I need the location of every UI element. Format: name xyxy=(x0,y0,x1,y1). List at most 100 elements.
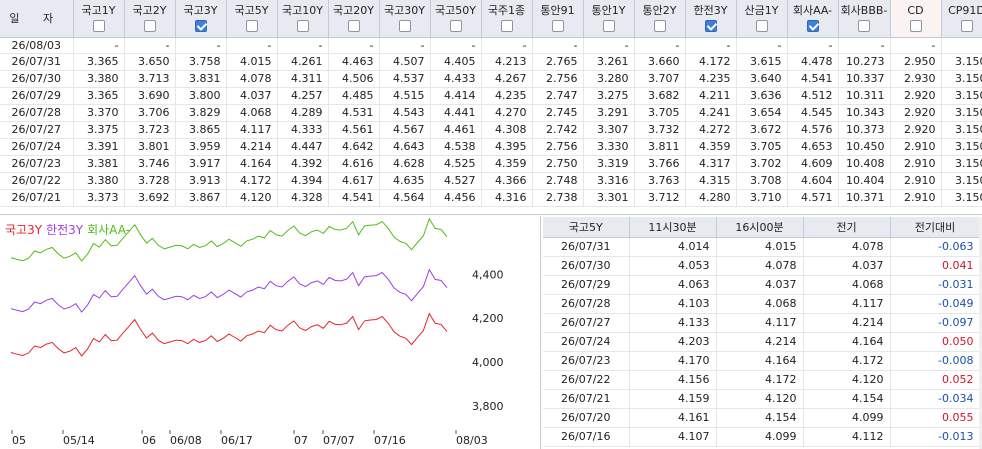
table-row[interactable]: 26/07/22 4.156 4.172 4.120 0.052 xyxy=(543,370,981,390)
column-header[interactable]: CD xyxy=(890,0,942,38)
column-header[interactable]: 국고10Y xyxy=(277,0,329,38)
rates-grid[interactable]: 일 자 국고1Y 국고2Y 국고3Y 국고5Y 국고10Y 국고20Y 국고30Y 국고50Y… xyxy=(0,0,982,215)
column-header[interactable]: 통안91 xyxy=(532,0,584,38)
column-select-checkbox[interactable] xyxy=(398,20,411,32)
change-cell: -0.031 xyxy=(890,275,981,295)
table-row[interactable]: 26/07/22 3.380 3.728 3.913 4.172 4.394 4.617 4.… xyxy=(0,172,982,190)
column-header[interactable]: 국고2Y xyxy=(124,0,176,38)
change-cell: -0.008 xyxy=(890,351,981,371)
column-select-checkbox[interactable] xyxy=(92,20,105,32)
rate-cell: 3.702 xyxy=(736,155,788,173)
rate-cell: 3.763 xyxy=(634,172,686,190)
x-tick-label: 05 xyxy=(12,434,26,447)
column-header[interactable]: 국고30Y xyxy=(379,0,431,38)
detail-grid[interactable]: 국고5Y 11시30분 16시00분 전기 전기대비 26/07/31 4.014 4.01… xyxy=(543,217,982,449)
rate-cell: - xyxy=(175,37,227,54)
rate-cell: 3.150 xyxy=(941,53,982,71)
rate-cell: 2.920 xyxy=(890,121,942,139)
table-row[interactable]: 26/07/29 3.365 3.690 3.800 4.037 4.257 4.485 4.… xyxy=(0,87,982,105)
rate-cell: 2.950 xyxy=(890,53,942,71)
rate-cell: 4.112 xyxy=(803,427,891,447)
detail-scrollbar[interactable] xyxy=(979,217,982,449)
column-header-label: 회사BBB- xyxy=(840,4,888,17)
rate-cell: 2.748 xyxy=(532,172,584,190)
column-select-checkbox[interactable] xyxy=(245,20,258,32)
table-row[interactable]: 26/07/24 3.391 3.801 3.959 4.214 4.447 4.642 4.… xyxy=(0,138,982,156)
column-select-checkbox[interactable] xyxy=(858,20,870,32)
rate-cell: 4.643 xyxy=(379,138,431,156)
table-row[interactable]: 26/07/30 4.053 4.078 4.037 0.041 xyxy=(543,256,981,276)
table-row[interactable]: 26/07/29 4.063 4.037 4.068 -0.031 xyxy=(543,275,981,295)
rate-cell: - xyxy=(481,37,533,54)
yield-chart-panel[interactable]: 4,400 4,200 4,000 3,800 05 05/14 06 06/08 06/17… xyxy=(0,216,541,449)
rate-cell: 4.315 xyxy=(685,172,737,190)
rate-cell: 3.150 xyxy=(941,189,982,207)
column-select-checkbox[interactable] xyxy=(909,20,922,32)
table-row[interactable]: 26/07/24 4.203 4.214 4.164 0.050 xyxy=(543,332,981,352)
rate-cell: - xyxy=(532,37,584,54)
table-row[interactable]: 26/07/28 4.103 4.068 4.117 -0.049 xyxy=(543,294,981,314)
table-row[interactable]: 26/07/27 4.133 4.117 4.214 -0.097 xyxy=(543,313,981,333)
detail-column-header[interactable]: 전기대비 xyxy=(890,217,981,238)
rate-cell: 4.214 xyxy=(716,332,804,352)
rate-cell: 4.628 xyxy=(379,155,431,173)
column-header[interactable]: 한전3Y xyxy=(685,0,737,38)
rate-cell: 2.745 xyxy=(532,104,584,122)
column-select-checkbox[interactable] xyxy=(296,20,309,32)
rate-cell: 10.371 xyxy=(838,189,891,207)
column-header[interactable]: 통안1Y xyxy=(583,0,635,38)
rate-cell: 4.507 xyxy=(379,53,431,71)
detail-column-header[interactable]: 전기 xyxy=(803,217,891,238)
column-header[interactable]: 회사AA- xyxy=(787,0,839,38)
column-select-checkbox[interactable] xyxy=(602,20,615,32)
column-header[interactable]: 국고3Y xyxy=(175,0,227,38)
column-header-label: 국고1Y xyxy=(81,4,116,17)
column-select-checkbox[interactable] xyxy=(449,20,462,32)
rate-cell: 4.561 xyxy=(328,121,380,139)
table-row[interactable]: 26/07/30 3.380 3.713 3.831 4.078 4.311 4.506 4.… xyxy=(0,70,982,88)
table-row[interactable]: 26/08/03------------------ xyxy=(0,37,982,54)
column-header[interactable]: 국고50Y xyxy=(430,0,482,38)
table-row[interactable]: 26/07/31 3.365 3.650 3.758 4.015 4.261 4.463 4.… xyxy=(0,53,982,71)
date-cell: 26/07/28 xyxy=(0,104,74,122)
table-row[interactable]: 26/07/20 4.161 4.154 4.099 0.055 xyxy=(543,408,981,428)
rate-cell: 4.172 xyxy=(803,351,891,371)
table-row[interactable]: 26/07/16 4.107 4.099 4.112 -0.013 xyxy=(543,427,981,447)
table-row[interactable]: 26/07/31 4.014 4.015 4.078 -0.063 xyxy=(543,237,981,257)
detail-column-header[interactable]: 16시00분 xyxy=(716,217,804,238)
rate-cell: 4.078 xyxy=(716,256,804,276)
rate-cell: 4.213 xyxy=(481,53,533,71)
table-row[interactable]: 26/07/21 3.373 3.692 3.867 4.120 4.328 4.541 4.… xyxy=(0,189,982,207)
rate-cell: 4.441 xyxy=(430,104,482,122)
column-header[interactable]: 국주1종 xyxy=(481,0,533,38)
column-select-checkbox[interactable] xyxy=(704,20,717,32)
column-select-checkbox[interactable] xyxy=(653,20,666,32)
detail-column-header[interactable]: 11시30분 xyxy=(629,217,717,238)
column-select-checkbox[interactable] xyxy=(960,20,973,32)
detail-column-header[interactable]: 국고5Y xyxy=(543,217,630,238)
column-header[interactable]: 국고5Y xyxy=(226,0,278,38)
column-header[interactable]: 국고1Y xyxy=(73,0,125,38)
column-header[interactable]: 국고20Y xyxy=(328,0,380,38)
rate-cell: 3.615 xyxy=(736,53,788,71)
column-header[interactable]: 회사BBB- xyxy=(838,0,891,38)
column-header[interactable]: CP91D xyxy=(941,0,982,38)
table-row[interactable]: 26/07/28 3.370 3.706 3.829 4.068 4.289 4.531 4.… xyxy=(0,104,982,122)
column-select-checkbox[interactable] xyxy=(347,20,360,32)
column-header[interactable]: 통안2Y xyxy=(634,0,686,38)
table-row[interactable]: 26/07/27 3.375 3.723 3.865 4.117 4.333 4.561 4.… xyxy=(0,121,982,139)
column-select-checkbox[interactable] xyxy=(755,20,768,32)
rate-cell: 3.801 xyxy=(124,138,176,156)
rate-cell: 4.078 xyxy=(803,237,891,257)
column-select-checkbox[interactable] xyxy=(143,20,156,32)
column-select-checkbox[interactable] xyxy=(806,20,819,32)
table-row[interactable]: 26/07/23 3.381 3.746 3.917 4.164 4.392 4.616 4.… xyxy=(0,155,982,173)
table-row[interactable]: 26/07/21 4.159 4.120 4.154 -0.034 xyxy=(543,389,981,409)
table-row[interactable]: 26/07/23 4.170 4.164 4.172 -0.008 xyxy=(543,351,981,371)
column-select-checkbox[interactable] xyxy=(194,20,207,32)
column-header-label: 산금1Y xyxy=(744,4,779,17)
column-select-checkbox[interactable] xyxy=(551,20,564,32)
date-column-header[interactable]: 일 자 xyxy=(0,0,74,38)
column-header[interactable]: 산금1Y xyxy=(736,0,788,38)
column-select-checkbox[interactable] xyxy=(500,20,513,32)
